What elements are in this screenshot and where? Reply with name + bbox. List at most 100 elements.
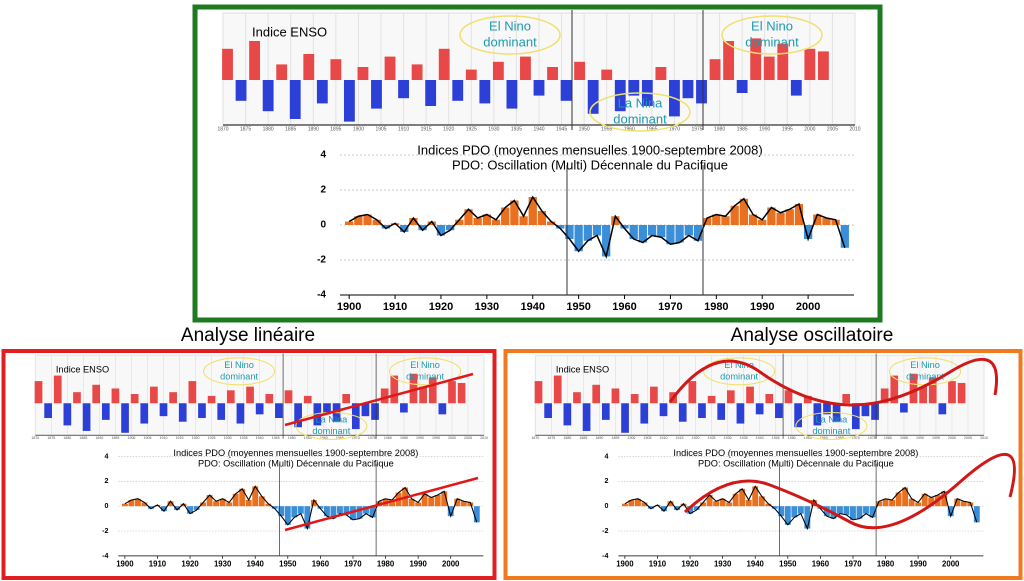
bar [441,491,448,507]
x-tick-label: 1950 [566,301,590,313]
bar [354,216,363,225]
bar [667,501,674,507]
bar [150,386,158,404]
bar [739,198,748,225]
y-tick-label: -2 [102,527,108,535]
annotation: dominant [720,371,758,381]
bar [409,218,418,225]
bar [167,501,174,507]
oscillation-curve [668,357,998,407]
annotation: El Nino [410,360,440,370]
bar [438,48,450,80]
bar [304,506,311,529]
bar [641,502,648,507]
x-tick-label: 1905 [375,126,386,132]
bar [794,204,804,225]
pdo-line [124,485,478,531]
bar [767,207,776,225]
x-tick-label: 1930 [224,436,232,440]
oscillation-curve [683,452,1016,530]
bar [732,493,739,507]
trend-line [284,372,474,427]
bar [696,80,707,104]
chart-subtitle: PDO: Oscillation (Multi) Décennale du Pa… [698,459,894,469]
bar [574,225,583,252]
y-tick-label: -2 [317,255,326,266]
bar [726,502,733,507]
bar [313,403,322,426]
bar [573,392,581,404]
bar [343,506,350,515]
bar [222,48,233,80]
x-tick-label: 1875 [240,126,251,132]
x-tick-label: 1935 [740,436,748,440]
bar [533,80,545,96]
chart-title: Indices PDO (moyennes mensuelles 1900-se… [673,448,918,458]
bar [418,225,427,231]
bar [758,219,767,225]
bar [457,382,466,404]
bar [693,225,703,241]
bar [582,403,591,431]
bar [680,503,687,507]
x-tick-label: 1970 [658,301,682,313]
x-tick-label: 1920 [692,436,700,440]
bar [473,506,480,523]
bar [178,403,187,422]
bar [226,502,233,507]
bar [501,207,510,225]
bar [876,501,882,507]
bar [363,506,369,514]
bar [647,225,657,236]
bar [650,386,658,404]
bar [363,214,372,225]
bar [941,491,948,507]
bar [611,216,620,225]
bar [804,506,811,529]
x-tick-label: 1960 [612,301,636,313]
x-tick-label: 1920 [181,559,199,568]
bar [492,61,504,80]
bar [434,495,441,507]
bar [659,403,668,417]
x-tick-label: 1900 [353,126,364,132]
x-tick-label: 1925 [466,126,477,132]
bar [693,506,700,510]
bar [960,501,967,507]
x-tick-label: 1870 [217,126,228,132]
bar [752,486,759,507]
bar [73,392,81,404]
x-tick-label: 1950 [279,559,297,568]
bar [310,499,317,507]
bar [630,394,639,404]
bar [258,496,265,507]
x-tick-label: 1965 [646,126,657,132]
x-tick-label: 1920 [443,126,454,132]
bar [82,403,91,431]
bar [419,386,427,404]
bar [217,403,226,420]
bar [648,506,654,509]
x-tick-label: 1970 [852,436,860,440]
bar [316,80,328,104]
bar [464,209,473,225]
x-tick-label: 1960 [312,559,330,568]
x-tick-label: 1900 [616,559,634,568]
bar [628,80,640,96]
annotation: El Nino [910,360,940,370]
bar [909,373,918,404]
bar [188,381,197,404]
bar [239,488,246,507]
x-tick-label: 1955 [804,436,812,440]
bar [843,506,850,515]
bar [262,80,274,112]
bar [369,506,376,518]
x-tick-label: 1990 [750,301,774,313]
x-tick-label: 1930 [724,436,732,440]
annotation: El Nino [224,360,254,370]
x-tick-label: 1950 [288,436,296,440]
bar [246,386,254,404]
bar [900,403,908,413]
x-tick-label: 2010 [849,126,860,132]
bar [928,497,935,507]
